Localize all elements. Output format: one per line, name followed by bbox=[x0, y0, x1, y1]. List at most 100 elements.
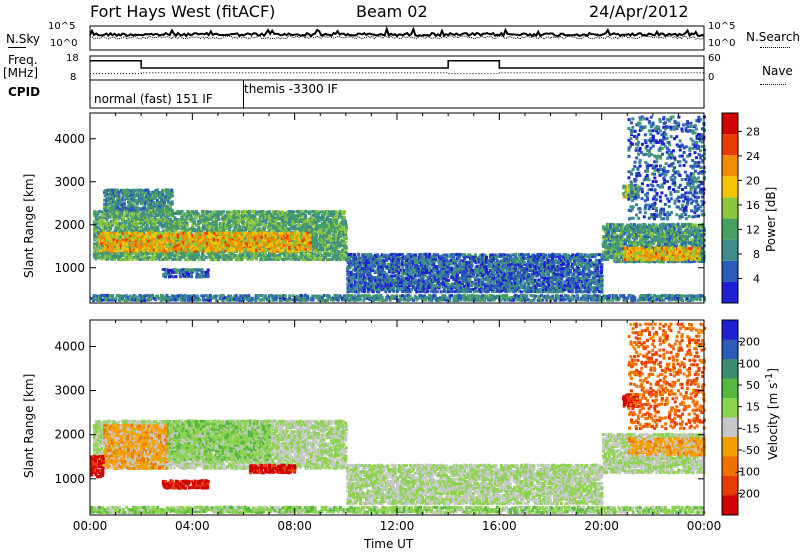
data-cell-p0-r1 bbox=[264, 243, 268, 247]
data-cell-p0-r1 bbox=[191, 249, 195, 253]
data-cell-p0-r4 bbox=[650, 225, 653, 228]
data-cell-p0-r1 bbox=[107, 235, 111, 239]
data-cell-p0-r2 bbox=[179, 275, 183, 279]
data-cell-p0-r1 bbox=[230, 239, 233, 243]
data-cell-p0-r0 bbox=[273, 256, 277, 260]
data-cell-p0-r0 bbox=[284, 229, 288, 233]
data-cell-p0-r0 bbox=[92, 251, 96, 255]
data-cell-p0-r1 bbox=[263, 231, 267, 235]
data-cell-p0-r0 bbox=[280, 227, 284, 231]
data-cell-p0-r4 bbox=[696, 231, 700, 234]
data-cell-p0-r4 bbox=[698, 242, 702, 246]
station-title: Fort Hays West (fitACF) bbox=[90, 2, 276, 21]
data-cell-p0-r1 bbox=[131, 231, 134, 235]
data-cell-p0-r5 bbox=[622, 256, 626, 260]
data-cell-p0-r0 bbox=[142, 256, 146, 260]
data-cell-p0-r4 bbox=[615, 256, 619, 260]
data-cell-p0-r4 bbox=[668, 232, 672, 236]
data-cell-p0-r0 bbox=[286, 227, 290, 231]
data-cell-p0-r1 bbox=[215, 249, 219, 253]
data-cell-p0-r3 bbox=[150, 196, 154, 200]
data-cell-p0-r1 bbox=[175, 235, 179, 239]
data-cell-p0-r0 bbox=[259, 210, 262, 214]
data-cell-p0-r1 bbox=[270, 239, 274, 243]
data-cell-p0-r3 bbox=[163, 200, 167, 204]
data-cell-p0-r5 bbox=[633, 248, 637, 252]
data-cell-p0-r3 bbox=[161, 204, 165, 208]
data-cell-p0-r1 bbox=[107, 248, 110, 252]
data-cell-p0-r1 bbox=[101, 234, 105, 237]
data-cell-p0-r4 bbox=[613, 253, 616, 257]
data-cell-p0-r0 bbox=[111, 223, 115, 227]
data-cell-p0-r4 bbox=[643, 223, 647, 227]
data-cell-p0-r0 bbox=[301, 254, 305, 258]
data-cell-p0-r4 bbox=[691, 242, 695, 246]
data-cell-p0-r2 bbox=[206, 270, 210, 274]
data-cell-p0-r4 bbox=[679, 225, 683, 229]
data-cell-p0-r0 bbox=[202, 254, 206, 258]
data-cell-p0-r3 bbox=[111, 196, 115, 200]
data-cell-p0-r4 bbox=[625, 225, 629, 229]
data-cell-p0-r4 bbox=[676, 240, 680, 244]
data-cell-p0-r1 bbox=[147, 239, 151, 243]
data-cell-p0-r4 bbox=[685, 225, 689, 229]
data-cell-p0-r3 bbox=[111, 191, 115, 195]
data-cell-p0-r3 bbox=[124, 208, 128, 212]
data-cell-p0-r1 bbox=[136, 243, 140, 247]
data-cell-p0-r0 bbox=[246, 256, 249, 259]
data-cell-p0-r1 bbox=[162, 234, 166, 237]
data-cell-p0-r1 bbox=[228, 245, 232, 249]
data-cell-p0-r1 bbox=[308, 237, 312, 241]
data-cell-p0-r0 bbox=[158, 217, 162, 221]
data-cell-p0-r0 bbox=[134, 220, 138, 224]
data-cell-p0-r5 bbox=[666, 252, 670, 256]
data-cell-p0-r0 bbox=[138, 212, 142, 216]
data-cell-p0-r1 bbox=[140, 239, 144, 243]
data-cell-p0-r0 bbox=[268, 252, 271, 255]
data-cell-p0-r3 bbox=[159, 208, 163, 212]
data-cell-p0-r4 bbox=[627, 224, 631, 228]
data-cell-p0-r4 bbox=[626, 237, 630, 241]
data-cell-p0-r0 bbox=[213, 252, 216, 256]
data-cell-p0-r0 bbox=[170, 227, 174, 231]
data-cell-p0-r1 bbox=[293, 231, 297, 235]
data-cell-p0-r1 bbox=[193, 233, 197, 237]
data-cell-p0-r1 bbox=[193, 245, 197, 249]
data-cell-p0-r0 bbox=[305, 223, 309, 227]
data-cell-p0-r4 bbox=[614, 223, 618, 227]
data-cell-p0-r2 bbox=[198, 273, 202, 277]
data-cell-p0-r0 bbox=[134, 212, 138, 216]
data-cell-p0-r3 bbox=[168, 190, 172, 194]
data-cell-p0-r0 bbox=[319, 248, 322, 252]
data-cell-p0-r0 bbox=[275, 216, 279, 220]
data-cell-p0-r0 bbox=[101, 220, 105, 224]
data-cell-p0-r4 bbox=[631, 230, 635, 234]
data-cell-p0-r0 bbox=[271, 229, 275, 233]
data-cell-p0-r0 bbox=[164, 242, 168, 246]
data-cell-p0-r3 bbox=[152, 206, 156, 210]
data-cell-p0-r0 bbox=[328, 225, 332, 229]
data-cell-p0-r1 bbox=[160, 249, 164, 253]
data-cell-p0-r0 bbox=[337, 246, 341, 249]
data-cell-p0-r1 bbox=[184, 232, 188, 236]
data-cell-p0-r2 bbox=[187, 268, 191, 272]
data-cell-p0-r4 bbox=[672, 243, 676, 246]
data-cell-p0-r0 bbox=[187, 213, 191, 217]
data-cell-p0-r4 bbox=[601, 225, 605, 229]
data-cell-p0-r0 bbox=[164, 223, 168, 227]
data-cell-p0-r0 bbox=[127, 219, 131, 223]
data-cell-p0-r0 bbox=[162, 257, 165, 261]
data-cell-p0-r0 bbox=[300, 251, 304, 255]
data-cell-p0-r4 bbox=[657, 250, 661, 254]
data-cell-p0-r1 bbox=[236, 245, 240, 249]
data-cell-p0-r1 bbox=[109, 231, 113, 235]
data-cell-p0-r1 bbox=[263, 241, 266, 245]
data-cell-p0-r4 bbox=[682, 237, 686, 241]
data-cell-p0-r3 bbox=[141, 192, 145, 196]
data-cell-p0-r0 bbox=[160, 257, 164, 261]
data-cell-p0-r0 bbox=[326, 214, 330, 218]
data-cell-p0-r3 bbox=[102, 206, 106, 210]
data-cell-p0-r1 bbox=[266, 241, 270, 245]
data-cell-p0-r5 bbox=[648, 246, 652, 250]
data-cell-p0-r0 bbox=[344, 234, 348, 238]
